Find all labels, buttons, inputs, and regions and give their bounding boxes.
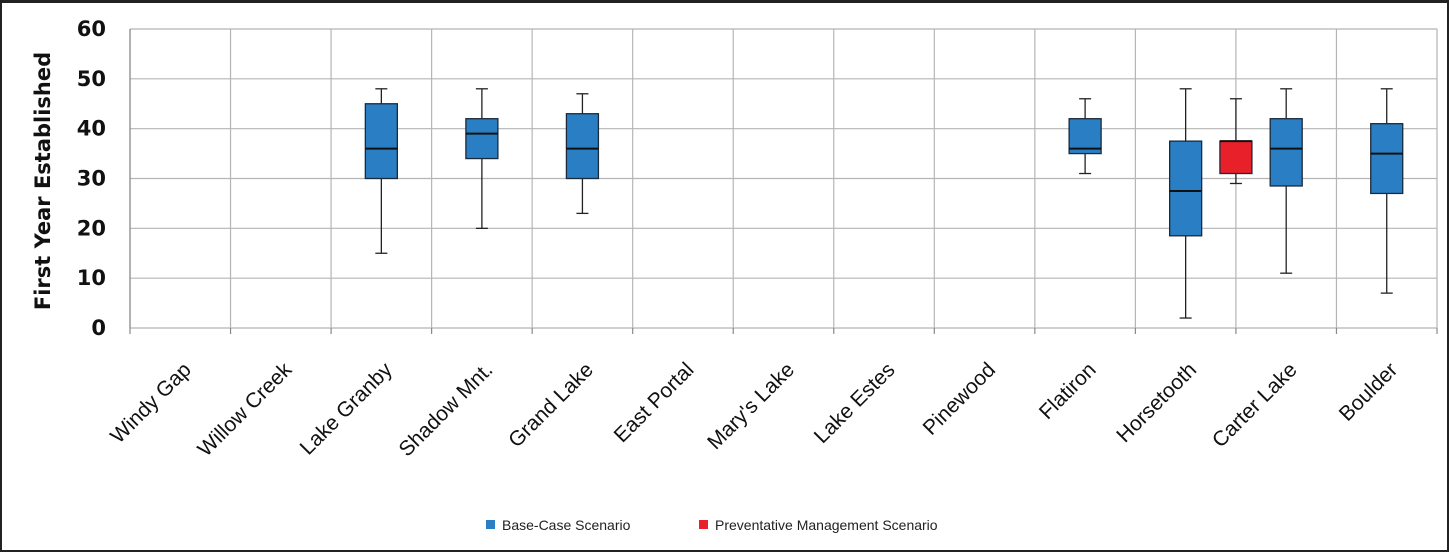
x-category-label: Windy Gap [106,358,196,448]
y-tick-label: 50 [77,67,106,91]
box-base-case-scenario-horsetooth [1169,88,1203,319]
grid [129,28,1438,334]
box-body [565,113,600,180]
y-tick-label: 60 [77,17,106,41]
x-category-label: East Portal [610,358,699,447]
box-body [465,118,499,160]
x-category-label: Carter Lake [1208,358,1302,452]
legend-label: Preventative Management Scenario [715,517,938,533]
box-body [1219,140,1253,175]
x-category-label: Horsetooth [1112,358,1201,447]
x-category-label: Pinewood [919,358,1000,439]
box-preventative-management-scenario-horsetooth [1219,98,1253,185]
box-base-case-scenario-lake-granby [364,88,398,254]
x-category-label: Willow Creek [193,358,296,461]
box-body [364,103,398,180]
box-base-case-scenario-grand-lake [565,93,600,215]
box-body [1370,123,1404,195]
legend: Base-Case Scenario Preventative Managemen… [486,517,938,533]
x-category-label: Boulder [1335,358,1402,425]
box-base-case-scenario-flatiron [1068,98,1102,175]
y-tick-label: 30 [77,167,106,191]
y-tick-label: 20 [77,216,106,240]
box-base-case-scenario-boulder [1370,88,1404,294]
y-axis-title: First Year Established [31,52,55,310]
x-category-label: Lake Granby [296,358,398,460]
box-body [1169,140,1203,237]
box-base-case-scenario-carter-lake [1269,88,1303,274]
x-category-label: Mary's Lake [703,358,799,454]
y-axis-ticks: 0 10 20 30 40 50 60 [77,17,106,340]
x-category-label: Lake Estes [810,358,900,448]
box-base-case-scenario-shadow-mnt- [465,88,499,229]
legend-label: Base-Case Scenario [502,517,631,533]
legend-swatch [486,520,495,529]
x-category-label: Flatiron [1035,358,1101,424]
x-category-label: Grand Lake [504,358,598,452]
x-category-label: Shadow Mnt. [394,358,497,461]
y-tick-label: 0 [91,316,106,340]
y-tick-label: 10 [77,266,106,290]
y-tick-label: 40 [77,117,106,141]
legend-swatch [699,520,708,529]
box-plots [364,88,1404,319]
box-body [1269,118,1303,187]
